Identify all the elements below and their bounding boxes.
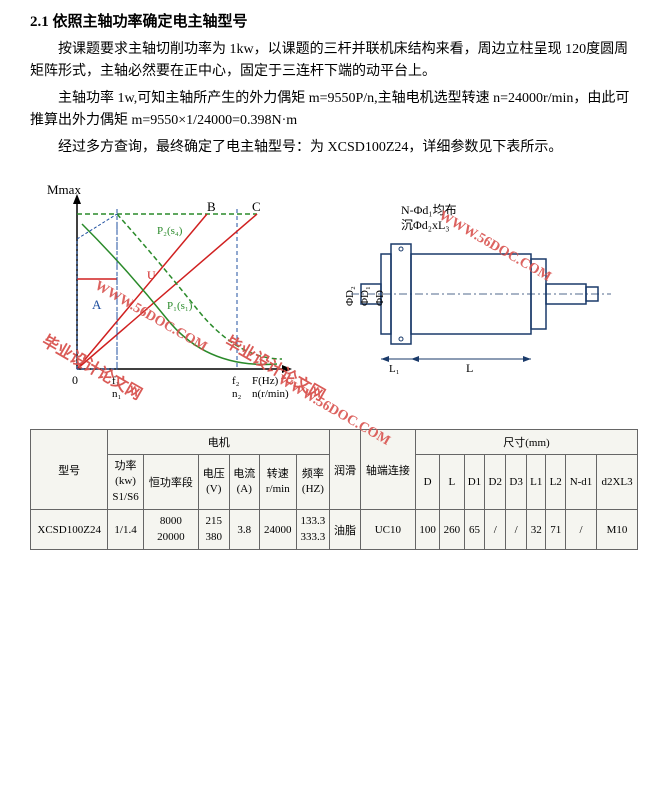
svg-text:C: C (252, 199, 261, 214)
svg-text:n₁: n₁ (112, 388, 122, 399)
td-const-power: 8000 20000 (143, 510, 198, 550)
paragraph-2: 主轴功率 1w,可知主轴所产生的外力偶矩 m=9550P/n,主轴电机选型转速 … (30, 88, 638, 133)
svg-text:L₁: L₁ (389, 363, 400, 375)
svg-text:0: 0 (72, 373, 78, 387)
th-voltage: 电压 (V) (199, 454, 229, 509)
chart-left-svg: Mmax A B C U P₂(s₄) P₁(s₁) 0 f₁ n₁ f₂ n₂… (47, 179, 307, 399)
td-lube: 油脂 (330, 510, 360, 550)
paragraph-1: 按课题要求主轴切削功率为 1kw，以课题的三杆并联机床结构来看，周边立柱呈现 1… (30, 39, 638, 84)
td-speed: 24000 (259, 510, 296, 550)
th-shaft: 轴端连接 (360, 429, 415, 509)
td-d2XL3: M10 (597, 510, 638, 550)
th-D: D (416, 454, 440, 509)
th-const-power: 恒功率段 (143, 454, 198, 509)
td-cp-a: 8000 (160, 515, 182, 527)
section-title: 2.1 依照主轴功率确定电主轴型号 (30, 10, 638, 31)
svg-text:ΦD: ΦD (374, 290, 386, 306)
td-L: 260 (440, 510, 464, 550)
th-voltage-l1: 电压 (203, 468, 225, 480)
th-voltage-l2: (V) (206, 483, 221, 495)
svg-text:U: U (147, 268, 156, 282)
th-freq-l2: (HZ) (302, 483, 324, 495)
table-data-row: XCSD100Z24 1/1.4 8000 20000 215 380 3.8 … (31, 510, 638, 550)
diagram-area: Mmax A B C U P₂(s₄) P₁(s₁) 0 f₁ n₁ f₂ n₂… (30, 179, 638, 399)
th-speed-l2: r/min (266, 483, 290, 495)
td-L2: 71 (546, 510, 565, 550)
td-f-b: 333.3 (301, 531, 326, 543)
svg-text:n(r/min): n(r/min) (252, 388, 289, 399)
th-power-l2: (kw) (115, 475, 136, 487)
th-Nd1: N-d1 (565, 454, 596, 509)
th-d2XL3: d2XL3 (597, 454, 638, 509)
svg-text:N-Φd₁均布: N-Φd₁均布 (401, 203, 457, 217)
chart-right: N-Φd₁均布 沉Φd₂xL₃ L L₁ ΦD₂ (341, 199, 621, 379)
th-D2: D2 (485, 454, 506, 509)
svg-text:P₂(s₄): P₂(s₄) (157, 225, 183, 237)
td-L1: 32 (527, 510, 546, 550)
svg-text:ΦD₂: ΦD₂ (344, 286, 356, 306)
chart-right-svg: N-Φd₁均布 沉Φd₂xL₃ L L₁ ΦD₂ (341, 199, 621, 379)
mmax-label: Mmax (47, 182, 81, 197)
svg-text:沉Φd₂xL₃: 沉Φd₂xL₃ (401, 218, 449, 232)
svg-text:B: B (207, 199, 216, 214)
th-L1: L1 (527, 454, 546, 509)
svg-text:f₁: f₁ (112, 375, 120, 387)
td-Nd1: / (565, 510, 596, 550)
td-voltage: 215 380 (199, 510, 229, 550)
paragraph-3: 经过多方查询，最终确定了电主轴型号：为 XCSD100Z24，详细参数见下表所示… (30, 137, 638, 159)
chart-left: Mmax A B C U P₂(s₄) P₁(s₁) 0 f₁ n₁ f₂ n₂… (47, 179, 307, 399)
th-L: L (440, 454, 464, 509)
svg-text:ΦD₁: ΦD₁ (359, 286, 371, 306)
th-lube: 润滑 (330, 429, 360, 509)
svg-text:F(Hz): F(Hz) (252, 375, 279, 387)
svg-text:L: L (466, 361, 473, 375)
th-current: 电流 (A) (229, 454, 259, 509)
spec-table: 型号 电机 润滑 轴端连接 尺寸(mm) 功率 (kw) S1/S6 恒功率段 … (30, 429, 638, 550)
th-speed-l1: 转速 (267, 468, 289, 480)
th-power-l3: S1/S6 (112, 491, 138, 503)
th-motor: 电机 (108, 429, 330, 454)
th-D1: D1 (464, 454, 485, 509)
th-power: 功率 (kw) S1/S6 (108, 454, 143, 509)
td-model: XCSD100Z24 (31, 510, 108, 550)
td-freq: 133.3 333.3 (296, 510, 330, 550)
svg-text:P₁(s₁): P₁(s₁) (167, 300, 193, 312)
td-v-a: 215 (206, 515, 223, 527)
table-header-row-1: 型号 电机 润滑 轴端连接 尺寸(mm) (31, 429, 638, 454)
th-current-l1: 电流 (233, 468, 255, 480)
svg-text:A: A (92, 297, 102, 312)
td-D2: / (485, 510, 506, 550)
th-D3: D3 (506, 454, 527, 509)
td-current: 3.8 (229, 510, 259, 550)
th-freq: 频率 (HZ) (296, 454, 330, 509)
td-D1: 65 (464, 510, 485, 550)
td-shaft: UC10 (360, 510, 415, 550)
th-model: 型号 (31, 429, 108, 509)
th-dims: 尺寸(mm) (416, 429, 638, 454)
td-D: 100 (416, 510, 440, 550)
svg-text:f₂: f₂ (232, 375, 240, 387)
td-D3: / (506, 510, 527, 550)
svg-text:n₂: n₂ (232, 388, 242, 399)
th-speed: 转速 r/min (259, 454, 296, 509)
th-current-l2: (A) (237, 483, 252, 495)
td-v-b: 380 (206, 531, 223, 543)
td-cp-b: 20000 (157, 531, 185, 543)
td-f-a: 133.3 (301, 515, 326, 527)
td-power: 1/1.4 (108, 510, 143, 550)
th-power-l1: 功率 (115, 460, 137, 472)
th-freq-l1: 频率 (302, 468, 324, 480)
th-L2: L2 (546, 454, 565, 509)
